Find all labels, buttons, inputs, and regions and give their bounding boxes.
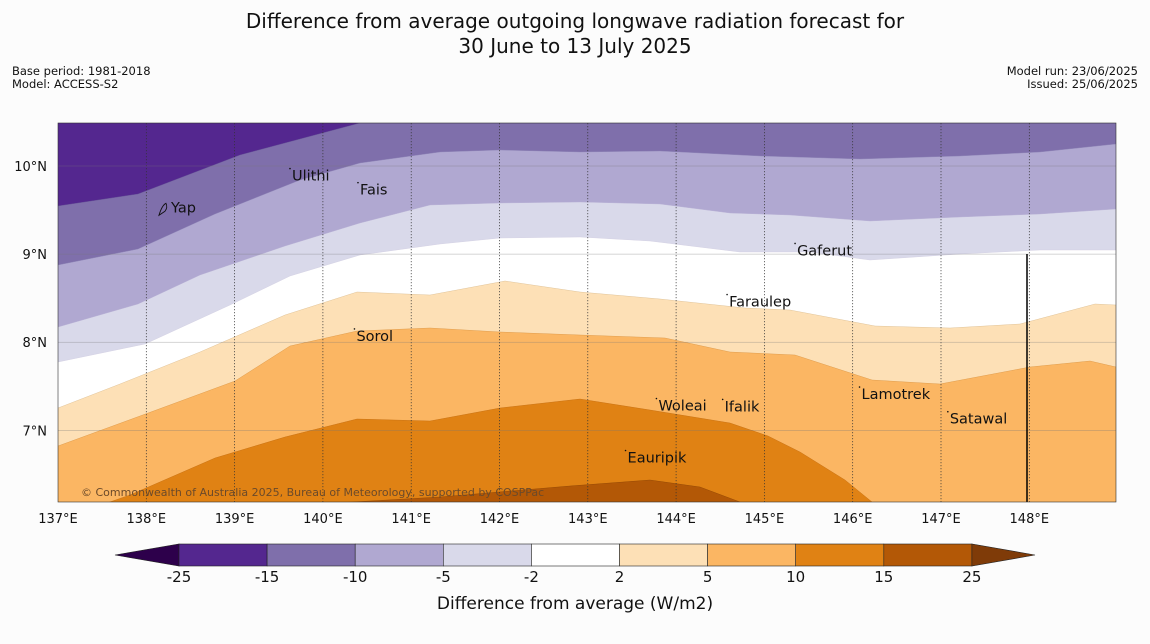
- island-dot: [624, 449, 627, 452]
- island-dot: [947, 410, 949, 413]
- lon-tick-label: 148°E: [1010, 512, 1050, 527]
- place-label: Sorol: [356, 329, 393, 345]
- model-run-text: Model run: 23/06/2025: [1006, 64, 1138, 78]
- place-label: Gaferut: [797, 243, 852, 259]
- lon-tick-label: 146°E: [833, 512, 873, 527]
- issued-text: Issued: 25/06/2025: [1027, 77, 1138, 91]
- lon-tick-label: 139°E: [215, 512, 255, 527]
- place-label: Ifalik: [725, 399, 760, 415]
- lon-tick-label: 138°E: [127, 512, 167, 527]
- island-shape-yap: [158, 202, 168, 217]
- colorbar-swatch: [795, 543, 885, 567]
- longitude-ticks: 137°E 138°E 139°E 140°E 141°E 142°E 143°E 144°E…: [38, 512, 1049, 527]
- place-label: Fais: [360, 183, 387, 199]
- island-dot: [794, 242, 796, 245]
- colorbar-swatch: [442, 543, 532, 567]
- colorbar-swatch: [266, 543, 356, 567]
- lon-tick-label: 141°E: [391, 512, 431, 527]
- lat-tick-label: 8°N: [23, 336, 48, 351]
- colorbar-tick-label: 15: [874, 568, 894, 586]
- latitude-ticks: 10°N 9°N 8°N 7°N: [14, 160, 47, 439]
- place-label: Ulithi: [292, 169, 330, 185]
- chart-title-line1: Difference from average outgoing longwav…: [245, 9, 905, 33]
- lat-tick-label: 7°N: [23, 424, 48, 439]
- colorbar: [114, 543, 1036, 567]
- copyright-text: © Commonwealth of Australia 2025, Bureau…: [81, 486, 544, 499]
- lat-tick-label: 9°N: [23, 248, 48, 263]
- model-text: Model: ACCESS-S2: [12, 77, 119, 91]
- colorbar-tick-label: 5: [702, 568, 713, 586]
- place-label: Faraulep: [729, 295, 791, 311]
- colorbar-tick-label: -2: [523, 568, 539, 586]
- place-labels: Yap Ulithi Fais Gaferut Faraulep Sorol Woleai I…: [158, 167, 1007, 466]
- lon-tick-label: 147°E: [921, 512, 961, 527]
- place-label: Satawal: [950, 412, 1007, 428]
- base-period-text: Base period: 1981-2018: [12, 64, 151, 78]
- colorbar-tick-label: 2: [614, 568, 625, 586]
- colorbar-swatch: [707, 543, 796, 567]
- island-dot: [655, 397, 658, 400]
- colorbar-swatch: [178, 543, 268, 567]
- lon-tick-label: 144°E: [656, 512, 696, 527]
- chart-title-line2: 30 June to 13 July 2025: [458, 34, 692, 58]
- place-label: Woleai: [658, 399, 706, 415]
- gridlines: [58, 123, 1116, 502]
- colorbar-swatch: [883, 543, 973, 567]
- colorbar-tick-label: 25: [962, 568, 982, 586]
- place-label: Yap: [170, 200, 196, 216]
- island-dot: [353, 328, 356, 330]
- colorbar-extend-low: [114, 543, 180, 567]
- info-right: Model run: 23/06/2025 Issued: 25/06/2025: [1007, 65, 1138, 91]
- island-dot: [357, 181, 359, 184]
- colorbar-swatch: [531, 543, 620, 567]
- lon-tick-label: 140°E: [303, 512, 343, 527]
- lon-tick-label: 145°E: [745, 512, 785, 527]
- place-label: Lamotrek: [862, 387, 931, 403]
- colorbar-tick-label: 10: [786, 568, 806, 586]
- lon-tick-label: 137°E: [38, 512, 78, 527]
- island-dot: [289, 167, 291, 170]
- colorbar-tick-label: -25: [166, 568, 192, 586]
- info-left: Base period: 1981-2018 Model: ACCESS-S2: [12, 65, 151, 91]
- contour-band-plus15: [109, 398, 873, 502]
- place-label: Eauripik: [628, 450, 687, 466]
- island-dot: [858, 386, 861, 388]
- colorbar-swatch: [619, 543, 708, 567]
- lon-tick-label: 143°E: [568, 512, 608, 527]
- colorbar-extend-high: [971, 543, 1036, 567]
- colorbar-tick-label: -5: [435, 568, 451, 586]
- island-dot: [726, 293, 728, 296]
- map-frame: [57, 122, 1117, 503]
- colorbar-tick-label: -15: [254, 568, 280, 586]
- lon-tick-label: 142°E: [480, 512, 520, 527]
- contour-band-plus25: [348, 479, 741, 502]
- island-dot: [721, 398, 724, 401]
- lat-tick-label: 10°N: [14, 160, 47, 175]
- colorbar-swatch: [354, 543, 444, 567]
- contour-layer: [58, 123, 1116, 502]
- colorbar-title: Difference from average (W/m2): [436, 594, 714, 614]
- colorbar-tick-label: -10: [342, 568, 368, 586]
